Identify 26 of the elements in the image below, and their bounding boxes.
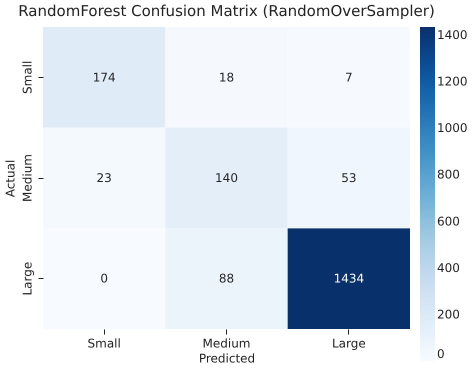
y-axis-title: Actual — [4, 160, 18, 198]
chart-title: RandomForest Confusion Matrix (RandomOverSampler) — [18, 2, 435, 20]
data-label: 0 — [100, 272, 108, 286]
data-label: 18 — [218, 70, 234, 84]
data-label: 88 — [218, 272, 234, 286]
data-label: 53 — [341, 171, 356, 185]
y-tick-label: Medium — [20, 154, 34, 202]
color-bar-label: 400 — [437, 260, 460, 275]
color-bar-label: 0 — [437, 347, 445, 361]
color-bar-label: 800 — [437, 168, 460, 182]
color-bar-label: 600 — [437, 214, 460, 228]
data-label: 140 — [215, 171, 238, 185]
color-bar-label: 1000 — [437, 121, 468, 136]
x-tick-label: Large — [332, 336, 366, 350]
x-tick-label: Small — [88, 336, 121, 350]
data-label: 7 — [345, 70, 353, 84]
color-bar-label: 1400 — [437, 28, 468, 42]
color-bar-label: 1200 — [437, 74, 468, 88]
color-bar-label: 200 — [437, 307, 460, 322]
data-label: 23 — [96, 171, 112, 185]
x-axis-title: Predicted — [198, 352, 256, 366]
data-label: 174 — [92, 70, 116, 84]
y-tick-label: Large — [20, 262, 34, 296]
data-label: 1434 — [334, 272, 364, 286]
x-tick-label: Medium — [202, 336, 250, 350]
y-tick-label: Small — [20, 60, 34, 94]
